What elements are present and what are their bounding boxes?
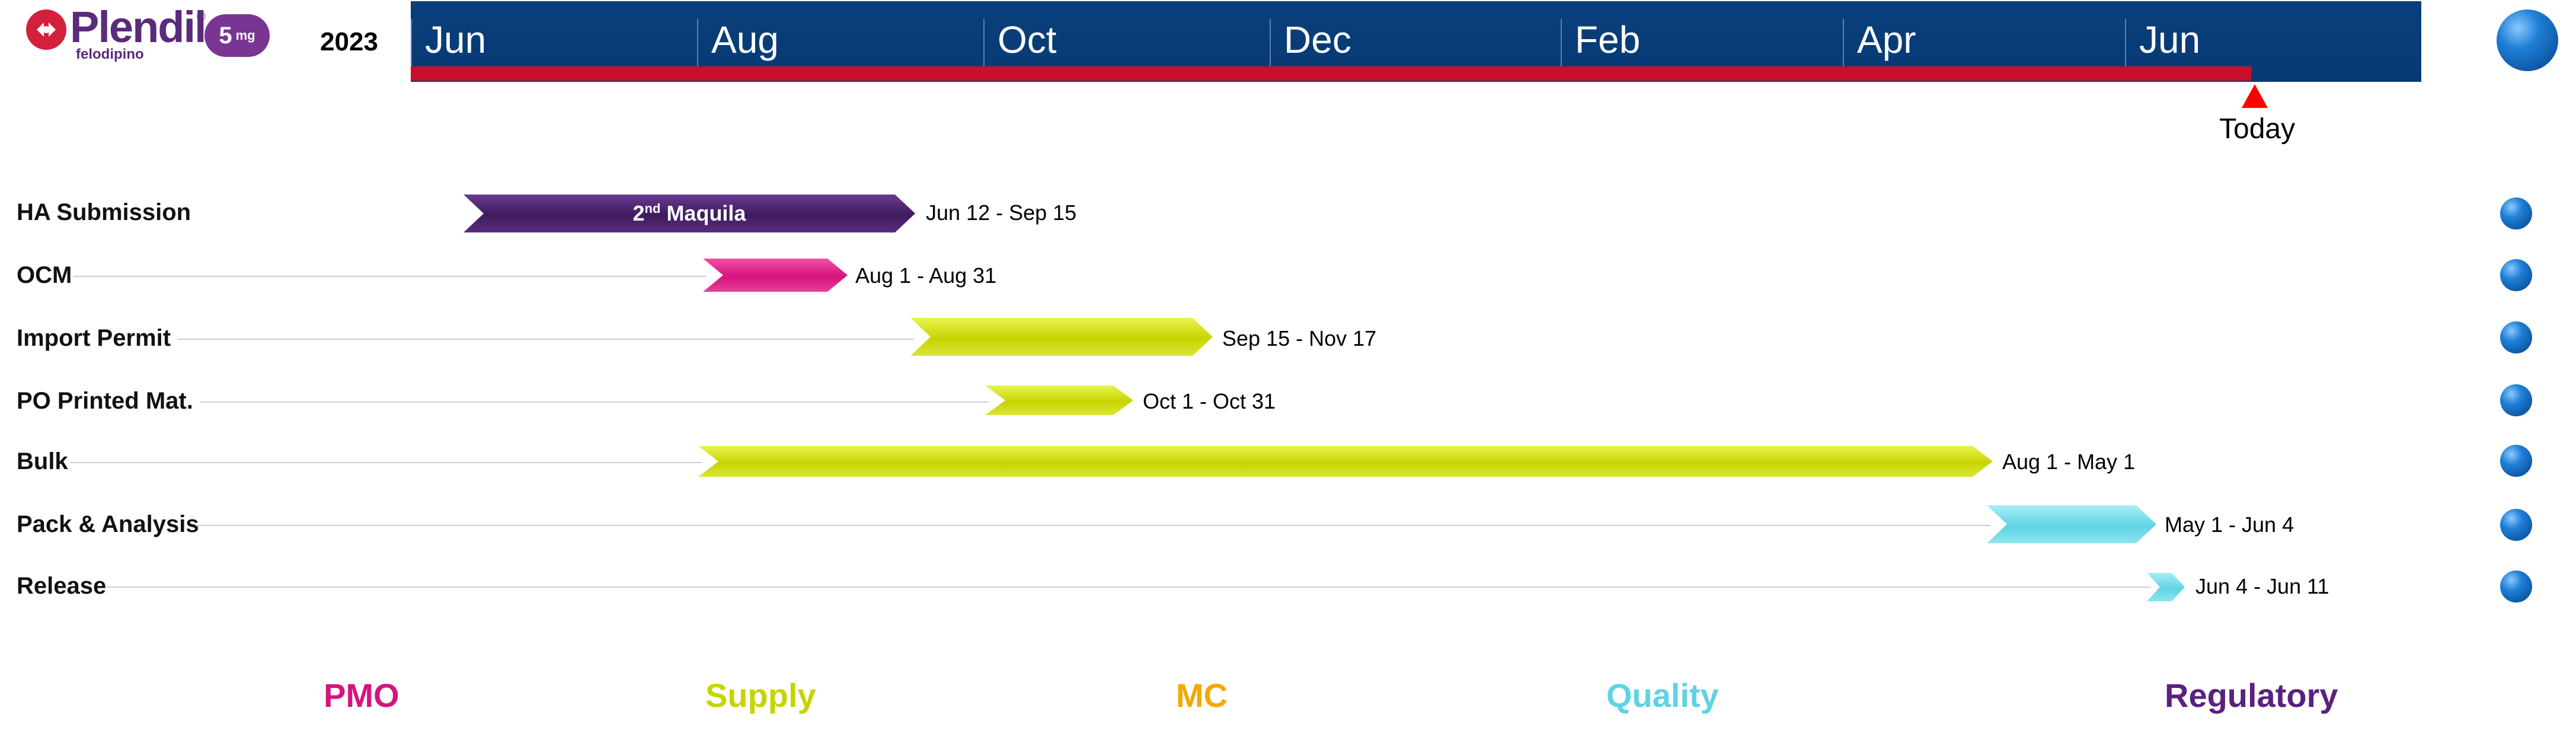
bar-ocm[interactable] (703, 259, 848, 292)
row-status-ball-icon[interactable] (2500, 259, 2532, 291)
row-label-import-permit: Import Permit (17, 325, 171, 351)
month-label: Jun (411, 19, 486, 66)
date-label-po-printed-mat: Oct 1 - Oct 31 (1143, 389, 1276, 413)
month-label: Aug (697, 19, 779, 66)
legend-mc: MC (1176, 677, 1228, 714)
row-label-ocm: OCM (17, 262, 72, 288)
bar-release[interactable] (2147, 573, 2185, 601)
row-status-ball-icon[interactable] (2500, 509, 2532, 541)
month-label: Apr (1843, 19, 1916, 66)
bar-text-ha-submission: 2nd Maquila (632, 201, 746, 225)
row-status-ball-icon[interactable] (2500, 197, 2532, 230)
logo-subtitle: felodipino (76, 46, 144, 62)
dose-value: 5 (219, 22, 232, 49)
row-label-bulk: Bulk (17, 448, 68, 474)
row-status-ball-icon[interactable] (2500, 571, 2532, 603)
row-guide-line (200, 401, 989, 403)
bar-pack-analysis[interactable] (1987, 505, 2156, 543)
dose-badge: 5 mg (204, 14, 270, 57)
date-label-import-permit: Sep 15 - Nov 17 (1222, 326, 1377, 350)
date-label-bulk: Aug 1 - May 1 (2002, 450, 2136, 474)
month-label: Jun (2125, 19, 2200, 66)
row-guide-line (73, 276, 707, 277)
today-triangle-icon (2242, 84, 2268, 108)
bar-bulk[interactable] (698, 446, 1993, 477)
elapsed-progress-bar (411, 66, 2251, 81)
bar-import-permit[interactable] (910, 318, 1213, 356)
date-label-ha-submission: Jun 12 - Sep 15 (926, 200, 1077, 225)
month-label: Dec (1270, 19, 1351, 66)
status-ball-icon[interactable] (2497, 9, 2558, 71)
dose-unit: mg (235, 28, 255, 43)
date-label-ocm: Aug 1 - Aug 31 (855, 263, 997, 288)
legend-regulatory: Regulatory (2165, 677, 2338, 714)
plendil-logo: Plendil ® felodipino 5 mg (24, 4, 273, 69)
today-label: Today (2219, 113, 2296, 145)
row-label-ha-submission: HA Submission (17, 199, 191, 225)
row-guide-line (196, 525, 1990, 526)
bar-po-printed-mat[interactable] (985, 385, 1133, 415)
legend-supply: Supply (705, 677, 816, 714)
row-guide-line (70, 462, 702, 463)
legend-quality: Quality (1606, 677, 1719, 714)
legend-pmo: PMO (324, 677, 399, 714)
row-guide-line (178, 339, 914, 340)
row-status-ball-icon[interactable] (2500, 321, 2532, 353)
date-label-pack-analysis: May 1 - Jun 4 (2165, 512, 2294, 537)
row-label-release: Release (17, 573, 107, 599)
logo-name: Plendil (70, 2, 207, 52)
date-label-release: Jun 4 - Jun 11 (2195, 574, 2329, 598)
row-status-ball-icon[interactable] (2500, 384, 2532, 416)
month-label: Feb (1561, 19, 1640, 66)
bar-ha-submission[interactable]: 2nd Maquila (464, 195, 915, 232)
year-label: 2023 (320, 27, 378, 56)
row-guide-line (107, 587, 2150, 588)
row-status-ball-icon[interactable] (2500, 445, 2532, 477)
logo-registered-mark: ® (197, 11, 206, 24)
brand-mark-icon (26, 9, 66, 50)
month-label: Oct (983, 19, 1057, 66)
row-label-po-printed-mat: PO Printed Mat. (17, 388, 193, 414)
row-label-pack-analysis: Pack & Analysis (17, 511, 199, 537)
